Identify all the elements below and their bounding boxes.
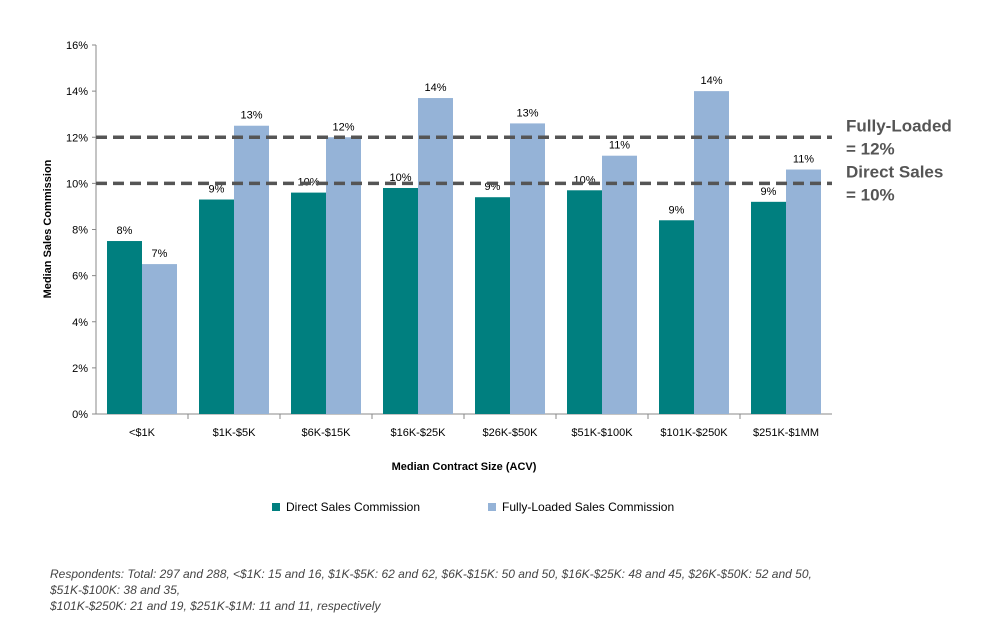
x-axis-title: Median Contract Size (ACV) <box>392 461 537 473</box>
reference-lines: Fully-Loaded = 12% Direct Sales = 10% <box>96 116 952 204</box>
bar <box>567 190 602 414</box>
bar <box>234 125 269 414</box>
y-tick-label: 4% <box>72 317 88 329</box>
legend-label-direct: Direct Sales Commission <box>286 500 421 514</box>
legend-item-direct: Direct Sales Commission <box>272 500 420 514</box>
data-label: 13% <box>516 107 538 119</box>
bar <box>694 91 729 414</box>
data-label: 9% <box>761 186 777 198</box>
footnote: Respondents: Total: 297 and 288, <$1K: 1… <box>50 566 950 614</box>
y-tick-label: 14% <box>66 86 88 98</box>
reference-line-label: = 12% <box>846 139 895 158</box>
bar <box>199 199 234 414</box>
legend-swatch-fully-loaded <box>488 503 497 511</box>
data-label: 7% <box>152 248 168 260</box>
y-tick-label: 12% <box>66 132 88 144</box>
y-tick-label: 10% <box>66 178 88 190</box>
y-tick-label: 16% <box>66 40 88 52</box>
data-label: 12% <box>332 121 354 133</box>
x-tick-label: $16K-$25K <box>390 427 446 439</box>
footnote-line: $101K-$250K: 21 and 19, $251K-$1M: 11 an… <box>50 599 381 613</box>
x-tick-label: $51K-$100K <box>571 427 633 439</box>
bar <box>107 241 142 414</box>
bars: 8%7%9%13%10%12%10%14%9%13%10%11%9%14%9%1… <box>107 75 821 414</box>
bar <box>418 98 453 414</box>
data-label: 11% <box>609 140 630 152</box>
x-axis: <$1K $1K-$5K $6K-$15K $16K-$25K $26K-$50K $51… <box>96 413 832 439</box>
data-label: 14% <box>424 82 446 94</box>
y-axis: 0% 2% 4% 6% 8% 10% 12% 14% 16% <box>66 40 97 421</box>
legend-label-fully-loaded: Fully-Loaded Sales Commission <box>502 500 675 514</box>
y-tick-label: 6% <box>72 271 88 283</box>
bar <box>659 220 694 414</box>
bar <box>326 137 361 414</box>
legend-item-fully-loaded: Fully-Loaded Sales Commission <box>488 500 674 514</box>
data-label: 10% <box>389 172 411 184</box>
data-label: 9% <box>669 204 685 216</box>
x-tick-label: $6K-$15K <box>302 427 352 439</box>
reference-line-label: = 10% <box>846 185 895 204</box>
x-tick-label: <$1K <box>129 427 156 439</box>
y-tick-label: 8% <box>72 225 88 237</box>
bar <box>291 192 326 414</box>
bar <box>786 169 821 414</box>
x-tick-label: $26K-$50K <box>482 427 538 439</box>
y-tick-label: 2% <box>72 363 88 375</box>
footnote-line: $51K-$100K: 38 and 35, <box>50 583 181 597</box>
data-label: 14% <box>700 75 722 87</box>
bar <box>383 187 418 414</box>
footnote-line: Respondents: Total: 297 and 288, <$1K: 1… <box>50 567 812 581</box>
bar <box>475 197 510 414</box>
x-tick-label: $1K-$5K <box>213 427 256 439</box>
y-tick-label: 0% <box>72 409 88 421</box>
bar <box>751 201 786 414</box>
bar <box>510 123 545 414</box>
bar <box>602 155 637 414</box>
bar <box>142 264 177 414</box>
data-label: 8% <box>117 225 133 237</box>
data-label: 13% <box>240 110 262 122</box>
x-tick-label: $251K-$1MM <box>753 427 819 439</box>
data-label: 11% <box>793 154 814 166</box>
bar-chart: 0% 2% 4% 6% 8% 10% 12% 14% 16% <$1K $1K-$5K $6K-$1… <box>42 40 952 473</box>
legend: Direct Sales Commission Fully-Loaded Sal… <box>272 500 674 514</box>
reference-line-label: Direct Sales <box>846 162 943 181</box>
y-axis-title: Median Sales Commission <box>42 159 54 298</box>
reference-line-label: Fully-Loaded <box>846 116 952 135</box>
legend-swatch-direct <box>272 503 280 511</box>
x-tick-label: $101K-$250K <box>660 427 728 439</box>
data-label: 9% <box>209 184 225 196</box>
